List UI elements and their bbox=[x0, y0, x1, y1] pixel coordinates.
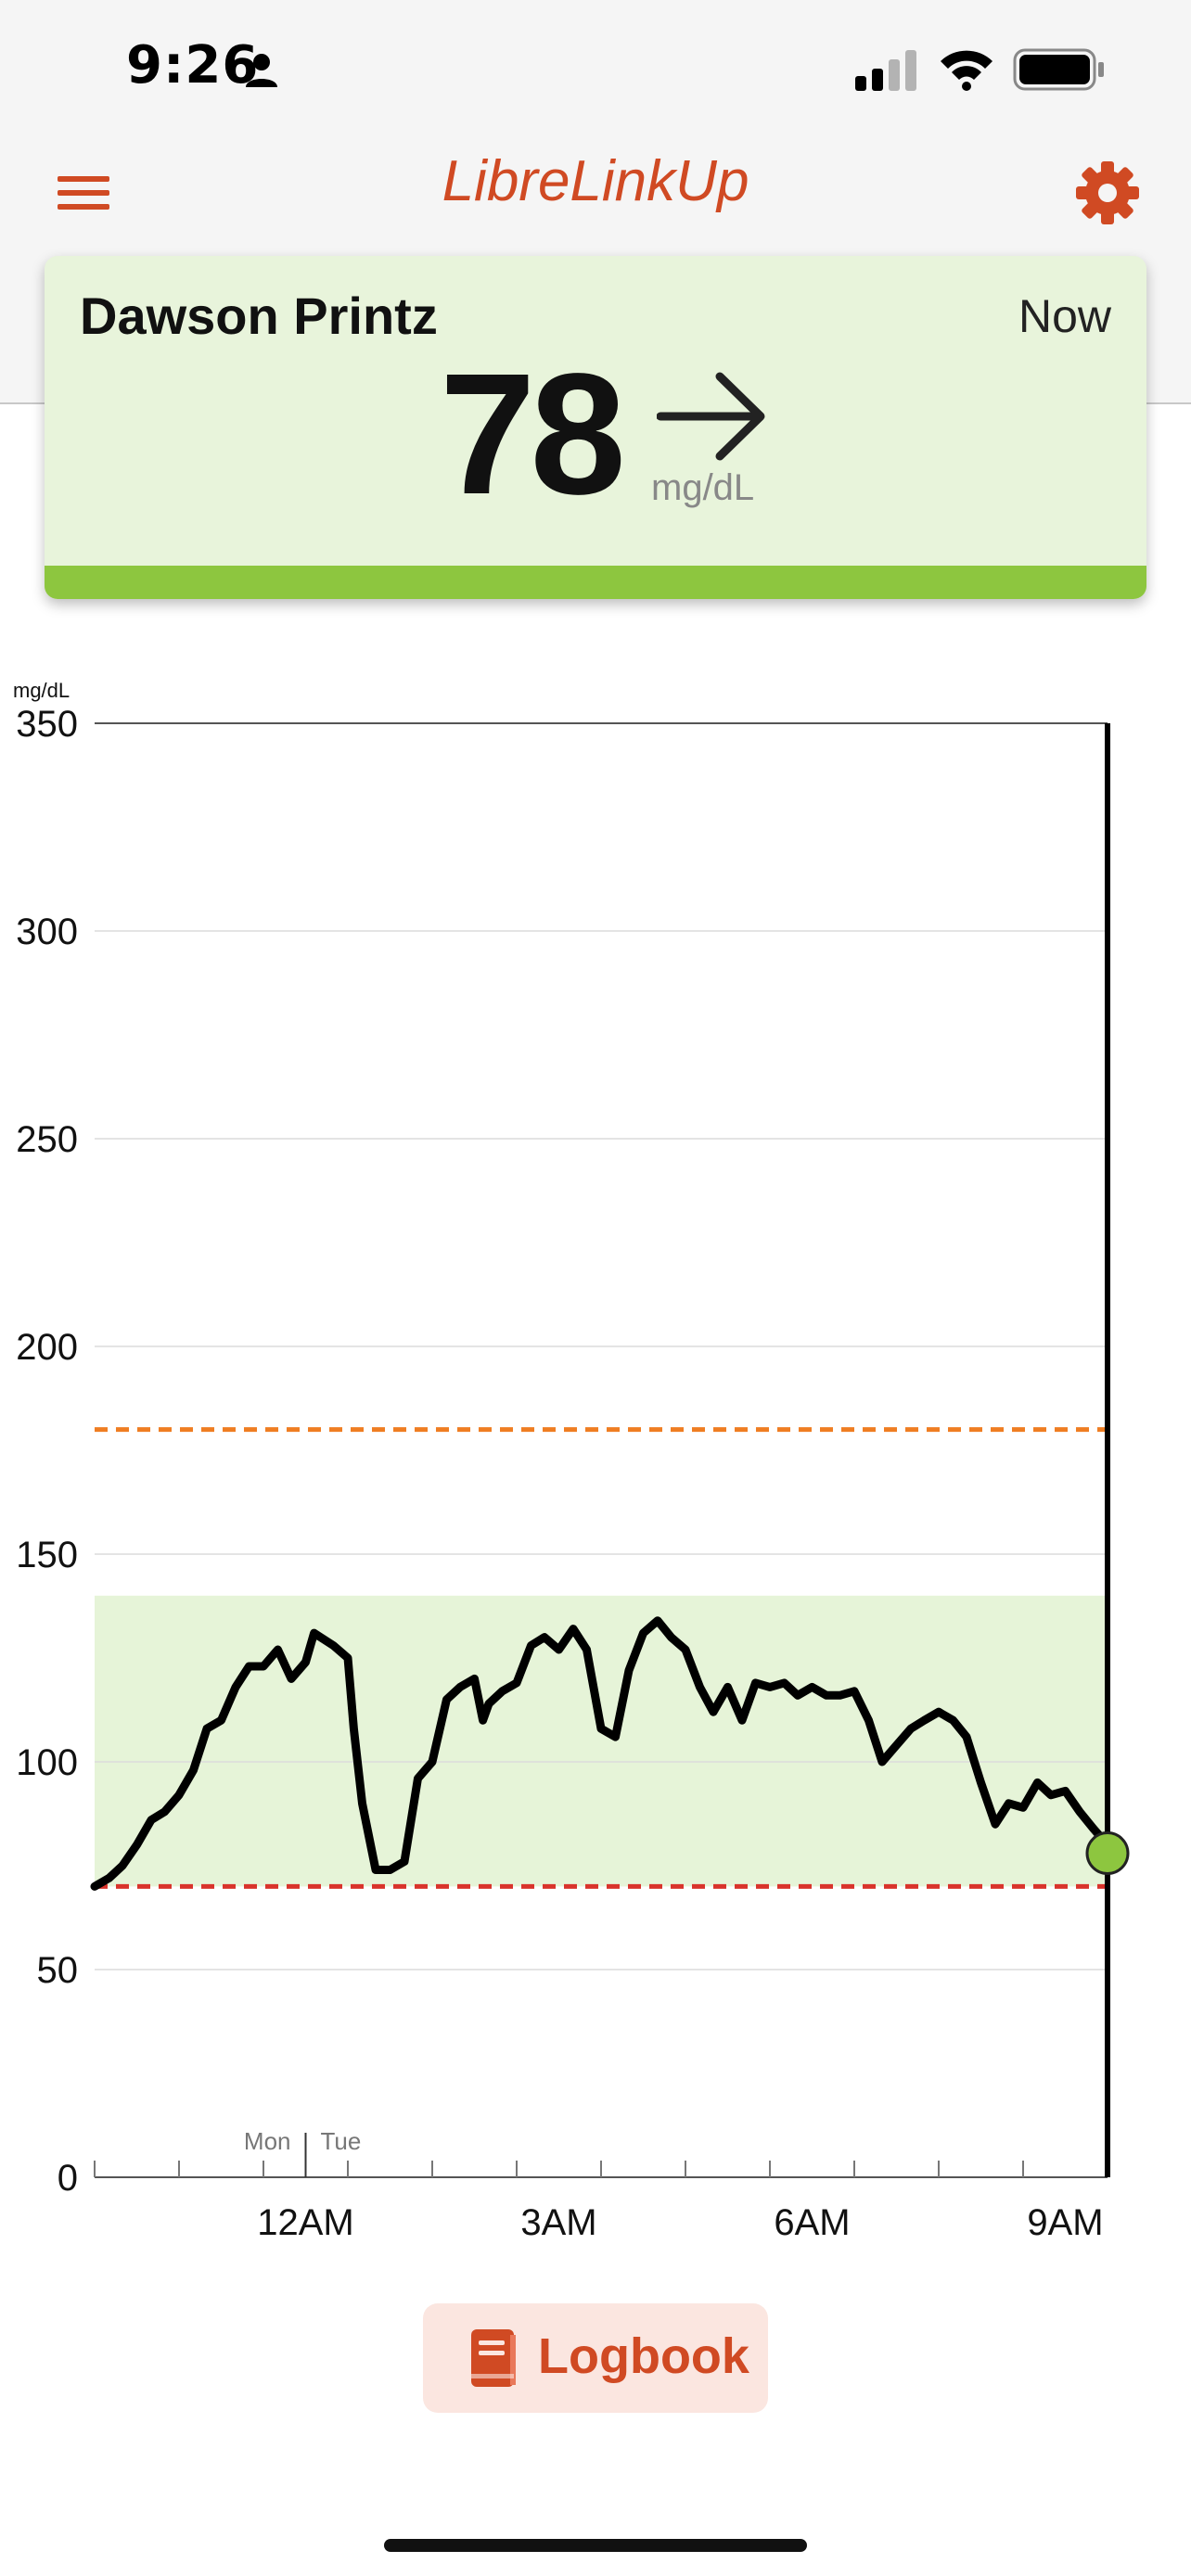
x-tick-label: 12AM bbox=[257, 2202, 354, 2243]
current-reading-point bbox=[1085, 1831, 1130, 1876]
target-range-band bbox=[95, 1595, 1108, 1887]
menu-icon-bar bbox=[58, 176, 109, 182]
menu-button[interactable] bbox=[46, 156, 121, 230]
reading-time: Now bbox=[1018, 290, 1111, 342]
logbook-label: Logbook bbox=[538, 2328, 749, 2384]
y-tick-label: 350 bbox=[16, 704, 78, 745]
y-axis-unit-label: mg/dL bbox=[13, 679, 70, 702]
day-label-tue: Tue bbox=[321, 2127, 362, 2155]
app-title: LibreLinkUp bbox=[442, 149, 749, 213]
wifi-icon bbox=[941, 50, 992, 91]
glucose-line bbox=[90, 1616, 1118, 1891]
arrow-right-icon bbox=[657, 372, 765, 461]
home-indicator bbox=[384, 2539, 807, 2552]
glucose-status-strip bbox=[45, 566, 1146, 599]
menu-icon-bar bbox=[58, 190, 109, 196]
patient-name: Dawson Printz bbox=[80, 287, 438, 345]
y-tick-label: 250 bbox=[16, 1119, 78, 1160]
person-icon bbox=[246, 54, 277, 87]
cellular-signal-icon bbox=[855, 50, 916, 91]
glucose-value: 78 bbox=[440, 338, 626, 530]
logbook-button[interactable]: Logbook bbox=[423, 2303, 768, 2413]
x-tick-label: 3AM bbox=[520, 2202, 596, 2243]
y-tick-label: 150 bbox=[16, 1535, 78, 1575]
gear-icon[interactable] bbox=[1072, 158, 1143, 228]
battery-icon bbox=[1013, 48, 1104, 91]
day-label-mon: Mon bbox=[244, 2127, 291, 2155]
glucose-unit: mg/dL bbox=[651, 467, 755, 508]
status-bar: 9:26 bbox=[0, 0, 1191, 139]
y-tick-label: 200 bbox=[16, 1327, 78, 1368]
reading-card[interactable]: Dawson Printz Now 78 mg/dL bbox=[45, 256, 1146, 599]
x-tick-label: 9AM bbox=[1027, 2202, 1103, 2243]
y-tick-label: 100 bbox=[16, 1742, 78, 1783]
book-icon bbox=[471, 2329, 516, 2387]
y-tick-label: 50 bbox=[37, 1950, 79, 1991]
status-time: 9:26 bbox=[126, 35, 260, 96]
y-tick-label: 0 bbox=[58, 2158, 78, 2199]
menu-icon-bar bbox=[58, 204, 109, 210]
y-tick-label: 300 bbox=[16, 912, 78, 952]
x-tick-label: 6AM bbox=[774, 2202, 850, 2243]
